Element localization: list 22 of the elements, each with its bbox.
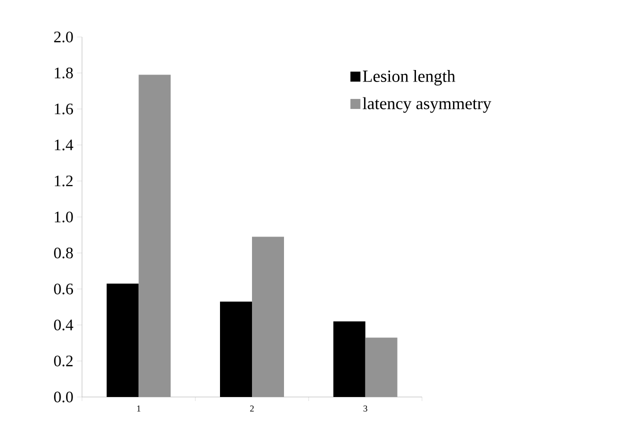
y-tick-label: 2.0 xyxy=(54,32,73,42)
bar xyxy=(365,338,398,397)
y-tick-label: 1.2 xyxy=(54,176,73,186)
legend-label: Lesion length xyxy=(362,70,456,86)
y-tick-label: 1.8 xyxy=(54,68,73,78)
bar xyxy=(252,236,284,397)
y-tick-label: 0.0 xyxy=(54,392,73,402)
bar xyxy=(333,321,366,397)
y-tick-label: 1.0 xyxy=(54,212,73,222)
y-tick-label: 1.4 xyxy=(54,140,74,150)
y-tick-label: 1.6 xyxy=(54,104,73,114)
x-tick-label: 3 xyxy=(364,406,368,412)
y-tick-label: 0.8 xyxy=(54,248,73,258)
y-tick-label: 0.6 xyxy=(54,284,73,294)
bar xyxy=(220,302,252,397)
y-tick-label: 0.4 xyxy=(54,320,74,330)
x-tick-label: 2 xyxy=(250,406,254,412)
bar xyxy=(138,74,171,397)
legend-label: latency asymmetry xyxy=(362,97,492,113)
y-tick-label: 0.2 xyxy=(54,356,73,366)
x-tick-label: 1 xyxy=(137,406,140,412)
bar xyxy=(106,284,139,397)
